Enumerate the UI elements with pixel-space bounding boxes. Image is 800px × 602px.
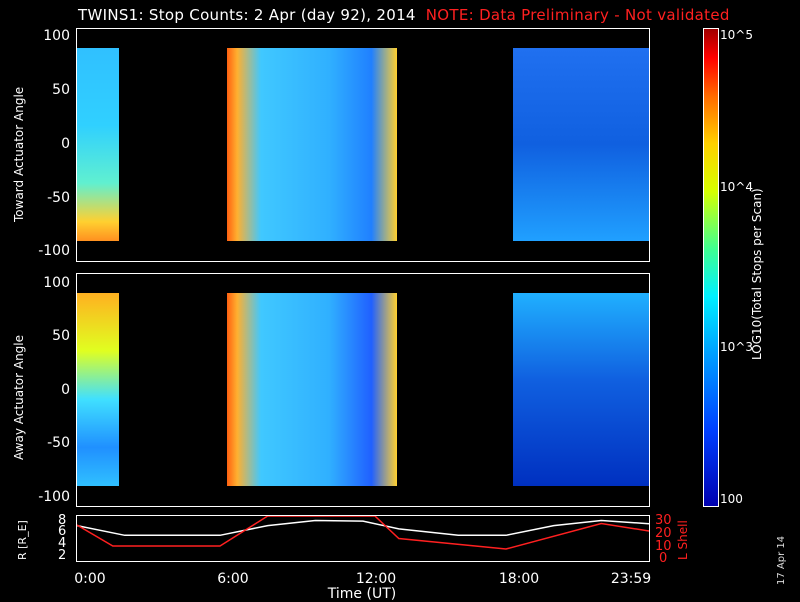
top-ytick-neg100: -100 bbox=[38, 243, 70, 259]
bottom-ylabel: Away Actuator Angle bbox=[12, 334, 26, 460]
away-segment-2 bbox=[227, 293, 397, 486]
away-segment-1 bbox=[77, 293, 119, 486]
bottom-ytick-50: 50 bbox=[52, 328, 70, 344]
orbit-right-tick-0: 0 bbox=[659, 551, 668, 566]
xtick-0600: 6:00 bbox=[217, 571, 249, 587]
bottom-ytick-100: 100 bbox=[43, 275, 70, 291]
top-ytick-0: 0 bbox=[61, 136, 70, 152]
orbit-left-tick-8: 8 bbox=[58, 513, 67, 528]
top-ylabel: Toward Actuator Angle bbox=[12, 86, 26, 222]
orbit-right-label: L Shell bbox=[676, 520, 690, 560]
orbit-left-tick-2: 2 bbox=[58, 548, 67, 563]
colorbar-tick-100: 100 bbox=[720, 492, 743, 506]
away-heatmap-panel bbox=[76, 273, 650, 507]
bottom-ytick-neg100: -100 bbox=[38, 489, 70, 505]
title-text: TWINS1: Stop Counts: 2 Apr (day 92), 201… bbox=[78, 6, 416, 24]
xtick-2359: 23:59 bbox=[610, 571, 652, 587]
chart-title: TWINS1: Stop Counts: 2 Apr (day 92), 201… bbox=[78, 6, 730, 24]
colorbar bbox=[703, 28, 719, 507]
x-axis-label: Time (UT) bbox=[327, 586, 397, 602]
radius-line bbox=[77, 519, 649, 537]
xtick-1200: 12:00 bbox=[355, 571, 397, 587]
xtick-1800: 18:00 bbox=[498, 571, 540, 587]
orbit-panel bbox=[76, 515, 650, 562]
orbit-left-label: R [R_E] bbox=[16, 520, 29, 560]
orbit-right-tick-30: 30 bbox=[655, 513, 672, 528]
xtick-0000: 0:00 bbox=[74, 571, 106, 587]
lshell-line bbox=[77, 516, 649, 550]
colorbar-tick-1e5: 10^5 bbox=[720, 28, 753, 42]
top-ytick-100: 100 bbox=[43, 28, 70, 44]
orbit-plot bbox=[77, 516, 649, 550]
note-text: NOTE: Data Preliminary - Not validated bbox=[425, 6, 730, 24]
colorbar-tick-1e4: 10^4 bbox=[720, 180, 753, 194]
top-ytick-50: 50 bbox=[52, 82, 70, 98]
bottom-ytick-neg50: -50 bbox=[47, 435, 70, 451]
orbit-left-tick-4: 4 bbox=[58, 536, 67, 551]
top-ytick-neg50: -50 bbox=[47, 190, 70, 206]
orbit-left-tick-6: 6 bbox=[58, 524, 67, 539]
orbit-right-tick-20: 20 bbox=[655, 526, 672, 541]
orbit-right-tick-10: 10 bbox=[655, 539, 672, 554]
footer-date: 17 Apr 14 bbox=[776, 535, 787, 585]
colorbar-label: LOG10(Total Stops per Scan) bbox=[750, 188, 764, 360]
colorbar-tick-1e3: 10^3 bbox=[720, 340, 753, 354]
toward-segment-2 bbox=[227, 48, 397, 241]
toward-heatmap-panel bbox=[76, 28, 650, 262]
bottom-ytick-0: 0 bbox=[61, 382, 70, 398]
toward-segment-3 bbox=[513, 48, 649, 241]
away-segment-3 bbox=[513, 293, 649, 486]
toward-segment-1 bbox=[77, 48, 119, 241]
